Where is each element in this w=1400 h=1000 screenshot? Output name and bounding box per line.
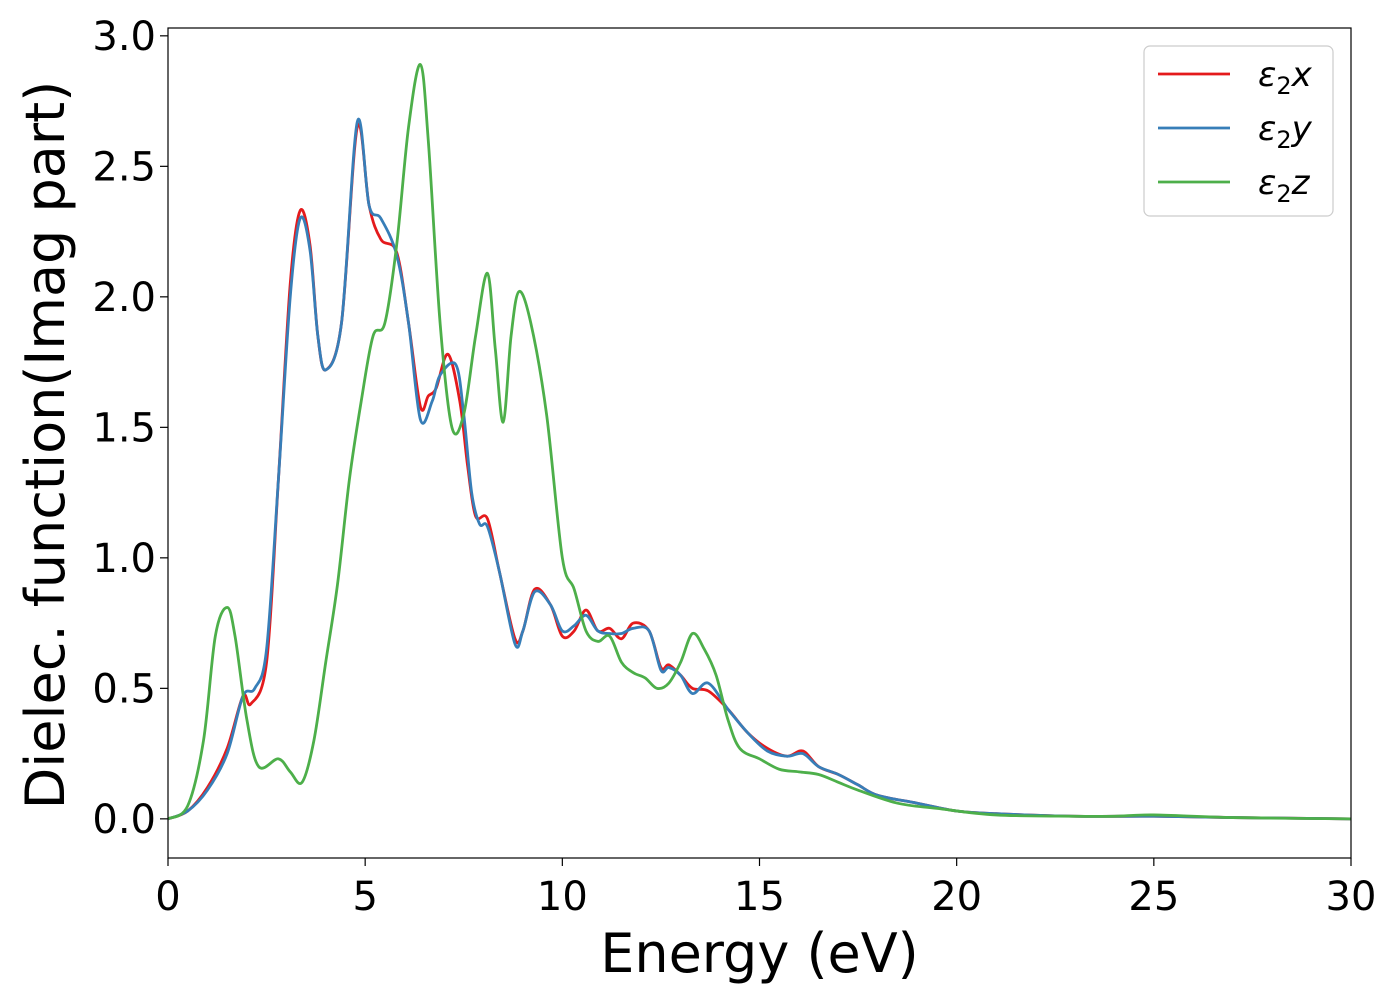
legend-box bbox=[1143, 45, 1334, 217]
series-line-z bbox=[168, 63, 1351, 821]
y-tick-label: 2.5 bbox=[92, 144, 156, 190]
x-tick-label: 15 bbox=[734, 874, 785, 920]
y-tick-label: 0.0 bbox=[92, 797, 156, 843]
x-tick-label: 5 bbox=[352, 874, 377, 920]
x-tick-label: 0 bbox=[155, 874, 180, 920]
y-tick-label: 1.5 bbox=[92, 405, 156, 451]
series-line-x bbox=[168, 122, 1351, 821]
series-layer bbox=[168, 63, 1351, 821]
y-tick-label: 3.0 bbox=[92, 14, 156, 60]
legend-label-x: ε2x bbox=[1258, 55, 1313, 100]
x-tick-label: 30 bbox=[1326, 874, 1377, 920]
y-tick-label: 0.5 bbox=[92, 666, 156, 712]
ticks-layer: 0 5 10 15 20 25 30 0.0 0.5 1.0 1.5 2.0 2.5 3.0 bbox=[92, 14, 1376, 920]
y-tick-label: 2.0 bbox=[92, 275, 156, 321]
legend: ε2x ε2y ε2z bbox=[1143, 45, 1334, 217]
x-tick-label: 25 bbox=[1128, 874, 1179, 920]
legend-label-y: ε2y bbox=[1258, 109, 1313, 154]
y-axis-label: Dielec. function(Imag part) bbox=[14, 81, 77, 810]
y-tick-label: 1.0 bbox=[92, 536, 156, 582]
legend-label-z: ε2z bbox=[1258, 163, 1311, 208]
x-tick-label: 10 bbox=[537, 874, 588, 920]
x-axis-label: Energy (eV) bbox=[600, 922, 919, 985]
series-line-y bbox=[168, 117, 1351, 821]
x-tick-label: 20 bbox=[931, 874, 982, 920]
